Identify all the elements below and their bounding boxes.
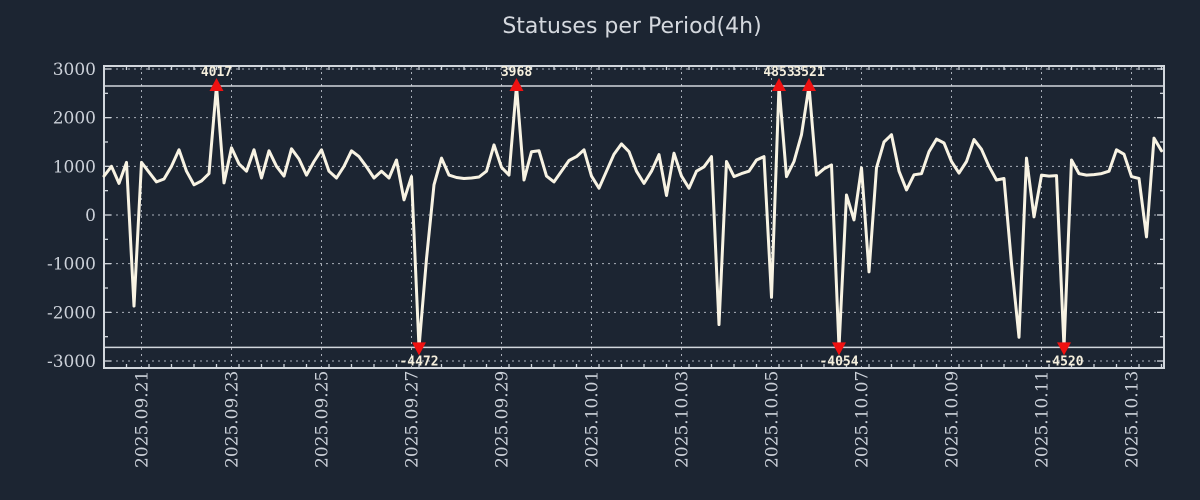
x-tick-label: 2025.09.21 <box>133 371 153 468</box>
y-tick-label: -3000 <box>47 352 96 372</box>
trough-value-label: -4054 <box>819 354 858 369</box>
peak-marker-icon <box>772 78 786 92</box>
y-tick-label: -2000 <box>47 303 96 323</box>
extreme-markers <box>209 78 1071 356</box>
x-tick-label: 2025.09.27 <box>403 371 423 468</box>
y-tick-label: 0 <box>85 206 96 226</box>
data-series-line <box>102 84 1163 349</box>
peak-value-label: 3521 <box>793 65 824 80</box>
peak-marker-icon <box>802 78 816 92</box>
peak-marker-icon <box>209 78 224 92</box>
x-tick-label: 2025.10.11 <box>1033 371 1053 468</box>
peak-value-label: 4853 <box>763 65 794 80</box>
trough-marker-icon <box>412 342 426 356</box>
x-tick-label: 2025.10.05 <box>763 371 783 468</box>
x-tick-label: 2025.09.25 <box>313 371 333 468</box>
x-tick-label: 2025.10.07 <box>853 371 873 468</box>
trough-value-label: -4520 <box>1044 354 1083 369</box>
y-tick-label: -1000 <box>47 255 96 275</box>
x-tick-label: 2025.10.01 <box>583 371 603 468</box>
y-tick-label: 1000 <box>53 157 96 177</box>
x-tick-label: 2025.10.13 <box>1123 371 1143 468</box>
peak-value-label: 3968 <box>501 65 532 80</box>
trough-marker-icon <box>1057 342 1071 356</box>
x-tick-label: 2025.09.23 <box>223 371 243 468</box>
axes-border <box>103 65 1165 369</box>
x-tick-label: 2025.10.03 <box>673 371 693 468</box>
peak-marker-icon <box>509 78 524 92</box>
x-tick-label: 2025.09.29 <box>493 371 513 468</box>
grid-lines <box>104 66 1164 368</box>
clip-lines <box>104 85 1164 349</box>
x-tick-label: 2025.10.09 <box>943 371 963 468</box>
trough-value-label: -4472 <box>399 354 438 369</box>
trough-marker-icon <box>832 342 846 356</box>
y-tick-label: 2000 <box>53 109 96 129</box>
y-tick-label: 3000 <box>53 60 96 80</box>
plot-border <box>103 65 1165 369</box>
chart-title: Statuses per Period(4h) <box>502 14 761 39</box>
series-line <box>102 84 1163 349</box>
peak-value-label: 4017 <box>201 65 232 80</box>
